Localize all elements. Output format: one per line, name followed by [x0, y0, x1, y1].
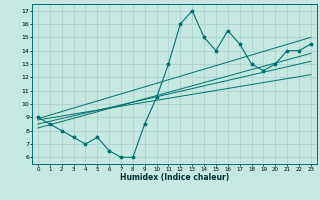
X-axis label: Humidex (Indice chaleur): Humidex (Indice chaleur): [120, 173, 229, 182]
